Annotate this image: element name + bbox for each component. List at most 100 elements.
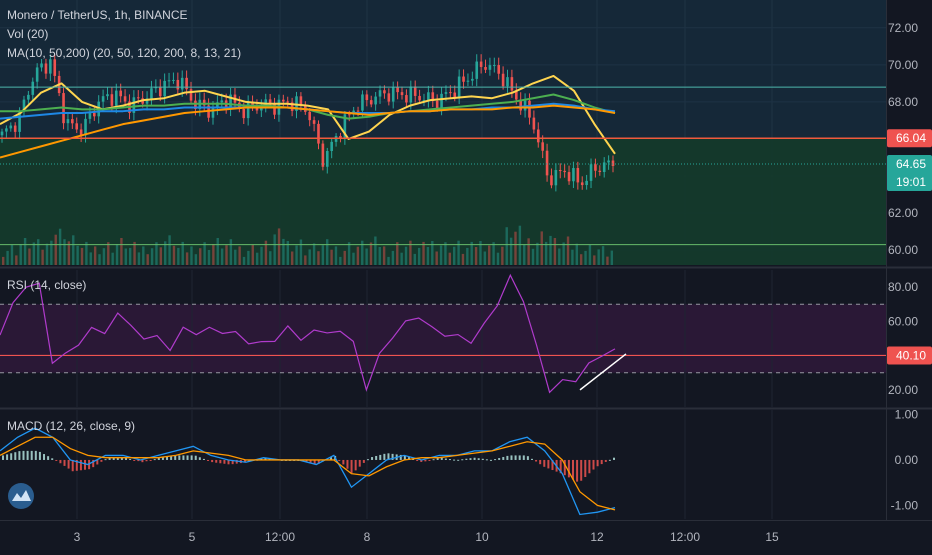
candle-body	[396, 86, 399, 93]
rsi-grid	[0, 270, 886, 407]
macd-histogram-bar	[2, 455, 4, 460]
macd-histogram-bar	[375, 455, 378, 460]
volume-bar	[146, 254, 149, 265]
macd-histogram-bar	[576, 459, 579, 482]
rsi-band	[0, 304, 886, 373]
price-pane[interactable]: Monero / TetherUS, 1h, BINANCE Vol (20) …	[0, 0, 886, 265]
volume-bar	[540, 231, 543, 265]
time-axis[interactable]: 3 5 12:00 8 10 12 12:00 15	[74, 530, 779, 544]
volume-bar	[137, 252, 141, 265]
volume-bar	[391, 250, 395, 265]
candle-body	[400, 92, 404, 96]
price-tick-label: 72.00	[888, 21, 918, 35]
candle-body	[158, 86, 162, 97]
volume-bars	[2, 225, 614, 265]
candle-body	[44, 63, 48, 74]
volume-bar	[518, 225, 522, 265]
candle-body	[471, 78, 474, 81]
candle-body	[71, 119, 74, 124]
candle-body	[123, 96, 127, 102]
candle-body	[528, 100, 531, 118]
candle-body	[84, 118, 87, 136]
candle-body	[211, 108, 215, 118]
macd-histogram-bar	[96, 459, 99, 465]
macd-histogram-bar	[338, 459, 341, 461]
volume-bar	[32, 242, 36, 265]
volume-bar	[496, 252, 500, 265]
volume-indicator-label: Vol (20)	[7, 27, 48, 41]
macd-histogram-bar	[104, 459, 107, 461]
volume-bar	[457, 240, 460, 265]
volume-bar	[304, 255, 307, 265]
volume-bar	[356, 246, 360, 265]
macd-histogram-bar	[461, 459, 464, 461]
volume-bar	[194, 254, 198, 265]
volume-bar	[396, 242, 399, 265]
tradingview-logo[interactable]	[8, 483, 34, 509]
volume-bar	[382, 246, 386, 265]
price-tick-label: 60.00	[888, 243, 918, 257]
candle-body	[409, 86, 413, 103]
candle-body	[444, 92, 448, 94]
candle-body	[286, 101, 290, 103]
candle-body	[5, 128, 8, 132]
candle-body	[493, 65, 496, 67]
symbol-title: Monero / TetherUS, 1h, BINANCE	[7, 8, 188, 22]
volume-bar	[37, 239, 40, 265]
candle-body	[88, 112, 92, 119]
volume-bar	[312, 243, 316, 265]
candle-body	[431, 92, 435, 101]
macd-histogram-bar	[223, 459, 226, 464]
candle-body	[405, 95, 408, 103]
macd-histogram-bar	[215, 459, 218, 463]
volume-bar	[514, 231, 517, 265]
macd-histogram-bar	[477, 458, 480, 460]
volume-bar	[470, 241, 473, 265]
volume-bar	[10, 244, 14, 265]
candle-body	[589, 164, 593, 181]
volume-bar	[199, 248, 202, 265]
macd-histogram-bar	[198, 457, 201, 460]
volume-bar	[501, 246, 504, 265]
macd-histogram-bar	[596, 459, 599, 467]
macd-histogram-bar	[153, 459, 156, 461]
time-tick-label: 12:00	[670, 530, 700, 544]
macd-histogram-bar	[342, 459, 345, 465]
volume-bar	[413, 253, 416, 265]
macd-histogram-bar	[330, 457, 333, 460]
rsi-value-badge	[887, 346, 932, 365]
macd-histogram-bar	[92, 459, 95, 468]
volume-bar	[50, 240, 53, 265]
macd-histogram-bar	[473, 457, 476, 460]
macd-histogram-bar	[317, 459, 320, 464]
candle-body	[440, 93, 443, 109]
macd-pane[interactable]: MACD (12, 26, close, 9)	[0, 410, 773, 519]
rsi-trendline	[579, 353, 627, 391]
macd-histogram-bar	[485, 459, 488, 461]
macd-histogram-bar	[71, 459, 74, 472]
volume-bar	[264, 240, 268, 265]
volume-bar	[190, 246, 193, 265]
volume-bar	[150, 248, 154, 265]
candle-body	[312, 120, 316, 124]
macd-histogram-bar	[498, 458, 501, 460]
candle-body	[53, 59, 57, 76]
volume-bar	[115, 244, 119, 265]
candle-body	[176, 79, 180, 90]
candle-body	[449, 92, 452, 94]
price-axis[interactable]: 72.0070.0068.0064.0062.0060.0080.0060.00…	[887, 21, 932, 513]
price-tick-label: 70.00	[888, 58, 918, 72]
candle-body	[585, 180, 588, 186]
ma-line	[0, 104, 616, 159]
price-tick-label: 68.00	[888, 95, 918, 109]
volume-bar	[339, 256, 342, 265]
candle-body	[598, 170, 602, 173]
candle-body	[594, 164, 597, 171]
macd-histogram-bar	[420, 459, 423, 462]
macd-histogram-bar	[264, 457, 267, 460]
volume-bar	[225, 245, 228, 265]
rsi-pane[interactable]: RSI (14, close)	[0, 270, 886, 407]
macd-histogram-bar	[469, 458, 472, 460]
